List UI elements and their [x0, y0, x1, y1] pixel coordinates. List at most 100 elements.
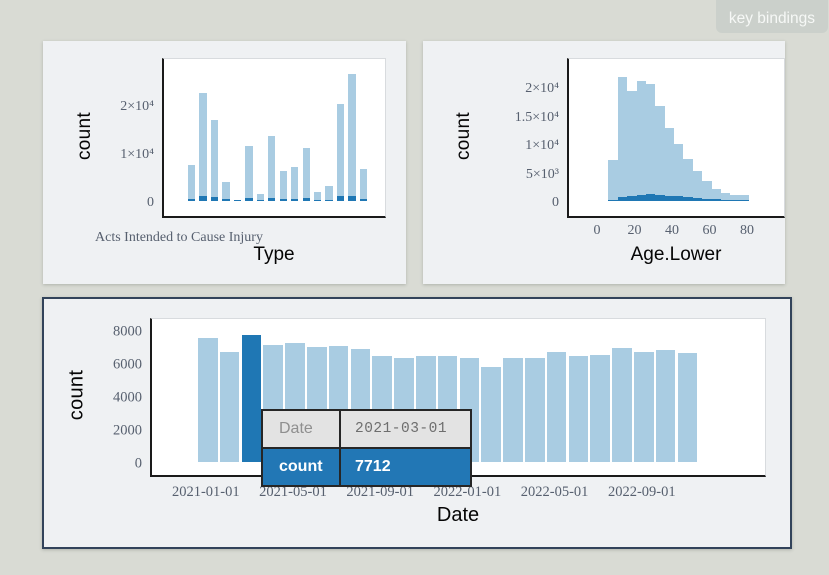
y-axis-tick-label: 0 — [134, 455, 142, 472]
histogram-bar-filtered[interactable] — [655, 195, 665, 201]
histogram-bar-filtered[interactable] — [325, 199, 333, 201]
histogram-bar-filtered[interactable] — [617, 197, 628, 201]
x-axis-tick-label: 60 — [702, 223, 717, 238]
histogram-bar-filtered[interactable] — [683, 197, 693, 201]
histogram-bar[interactable] — [739, 195, 749, 201]
histogram-bar[interactable] — [348, 73, 356, 201]
histogram-bar[interactable] — [291, 166, 299, 201]
histogram-bar[interactable] — [720, 193, 731, 201]
key-bindings-button[interactable]: key bindings — [715, 0, 828, 33]
histogram-bar[interactable] — [655, 105, 665, 201]
histogram-bar-filtered[interactable] — [627, 195, 637, 201]
y-axis-tick-label: 0 — [147, 195, 154, 210]
histogram-bar-filtered[interactable] — [645, 194, 656, 201]
y-axis-ticks: 0 5×10³ 1×10⁴ 1.5×10⁴ 2×10⁴ — [423, 58, 559, 218]
histogram-bar[interactable] — [199, 93, 207, 201]
histogram-bar[interactable] — [481, 367, 501, 462]
histogram-bar[interactable] — [730, 195, 740, 201]
histogram-bar-filtered[interactable] — [336, 196, 345, 201]
histogram-bar-filtered[interactable] — [222, 198, 230, 201]
histogram-bar[interactable] — [645, 84, 656, 201]
histogram-bar[interactable] — [188, 165, 196, 201]
histogram-bar-filtered[interactable] — [720, 199, 731, 201]
histogram-bar[interactable] — [627, 90, 637, 201]
histogram-bar-filtered[interactable] — [268, 198, 276, 201]
histogram-bar[interactable] — [612, 348, 632, 462]
y-axis-tick-label: 1×10⁴ — [525, 138, 559, 154]
y-axis-tick-label: 1.5×10⁴ — [514, 109, 559, 125]
age-histogram-card: count 0 5×10³ 1×10⁴ 1.5×10⁴ 2×10⁴ 0 20 40 60 80 … — [423, 41, 785, 284]
tooltip-value: 2021-03-01 — [355, 421, 448, 437]
histogram-bar-filtered[interactable] — [702, 198, 712, 201]
histogram-bar[interactable] — [503, 358, 523, 462]
histogram-bar[interactable] — [608, 159, 618, 201]
histogram-bar[interactable] — [634, 352, 654, 462]
histogram-bar-filtered[interactable] — [664, 195, 674, 201]
histogram-bar-filtered[interactable] — [199, 196, 207, 201]
histogram-bar[interactable] — [568, 356, 589, 462]
x-axis-ticks: 2021-01-01 2021-05-01 2021-09-01 2022-01-01… — [150, 484, 766, 502]
histogram-bar-filtered[interactable] — [256, 200, 264, 201]
histogram-bar-filtered[interactable] — [730, 200, 740, 201]
date-histogram-card: count 0 2000 4000 6000 8000 2021-01-01 2021-0… — [42, 297, 792, 549]
y-axis-tick-label: 4000 — [113, 389, 142, 406]
histogram-bar[interactable] — [198, 338, 218, 462]
histogram-bar[interactable] — [313, 191, 322, 201]
x-axis-title: Age.Lower — [630, 244, 722, 265]
type-histogram-plot[interactable] — [162, 58, 386, 218]
histogram-bar-filtered[interactable] — [210, 197, 219, 201]
histogram-bar[interactable] — [683, 158, 693, 201]
histogram-bar[interactable] — [525, 357, 545, 462]
histogram-bar[interactable] — [279, 171, 287, 201]
y-axis-tick-label: 8000 — [113, 323, 142, 340]
histogram-bar-filtered[interactable] — [608, 199, 618, 201]
histogram-bar-selected[interactable] — [241, 334, 262, 462]
histogram-bar[interactable] — [302, 148, 310, 201]
histogram-bar-filtered[interactable] — [233, 200, 242, 201]
x-axis-title: Date — [436, 504, 480, 526]
histogram-bar[interactable] — [711, 188, 721, 201]
histogram-bar-filtered[interactable] — [291, 198, 299, 201]
histogram-bar-filtered[interactable] — [245, 198, 253, 201]
histogram-bar-filtered[interactable] — [674, 196, 684, 201]
histogram-bar[interactable] — [702, 180, 712, 201]
x-axis-tick-label: 2022-01-01 — [433, 484, 502, 500]
histogram-bar[interactable] — [222, 181, 230, 201]
histogram-bar[interactable] — [692, 170, 703, 201]
tooltip-row-date: Date 2021-03-01 — [263, 411, 470, 447]
histogram-bar[interactable] — [617, 76, 628, 201]
histogram-bar-filtered[interactable] — [313, 200, 322, 201]
histogram-bar[interactable] — [636, 80, 646, 201]
x-axis-title: Type — [253, 244, 295, 265]
histogram-bar-filtered[interactable] — [692, 198, 703, 201]
y-axis-ticks: 0 1×10⁴ 2×10⁴ — [43, 58, 154, 218]
histogram-bar[interactable] — [664, 128, 674, 201]
histogram-bar-filtered[interactable] — [348, 195, 356, 201]
histogram-bar[interactable] — [219, 351, 240, 462]
histogram-bar[interactable] — [359, 169, 368, 201]
histogram-bar[interactable] — [268, 136, 276, 201]
histogram-bar[interactable] — [325, 185, 333, 201]
histogram-bar[interactable] — [245, 146, 253, 201]
x-axis-tick-label: 0 — [593, 223, 601, 238]
histogram-bar[interactable] — [674, 144, 684, 201]
y-axis-tick-label: 5×10³ — [525, 166, 559, 182]
x-axis-ticks: 0 20 40 60 80 — [567, 223, 785, 241]
histogram-bar[interactable] — [210, 120, 219, 201]
histogram-bar-filtered[interactable] — [359, 198, 368, 201]
histogram-bar-filtered[interactable] — [711, 199, 721, 201]
x-axis-tick-label: 2021-01-01 — [171, 484, 240, 500]
histogram-bar[interactable] — [546, 351, 567, 462]
histogram-bar-filtered[interactable] — [636, 194, 646, 201]
histogram-bar-filtered[interactable] — [739, 200, 749, 201]
histogram-bar-filtered[interactable] — [302, 198, 310, 201]
histogram-bar[interactable] — [590, 355, 610, 462]
histogram-bar[interactable] — [677, 353, 698, 462]
histogram-bar[interactable] — [256, 194, 264, 201]
histogram-bar-filtered[interactable] — [188, 198, 196, 201]
age-histogram-plot[interactable] — [567, 58, 785, 218]
histogram-bar[interactable] — [655, 349, 676, 462]
date-histogram-plot[interactable] — [150, 318, 766, 477]
histogram-bar-filtered[interactable] — [279, 198, 287, 201]
histogram-bar[interactable] — [336, 103, 345, 201]
